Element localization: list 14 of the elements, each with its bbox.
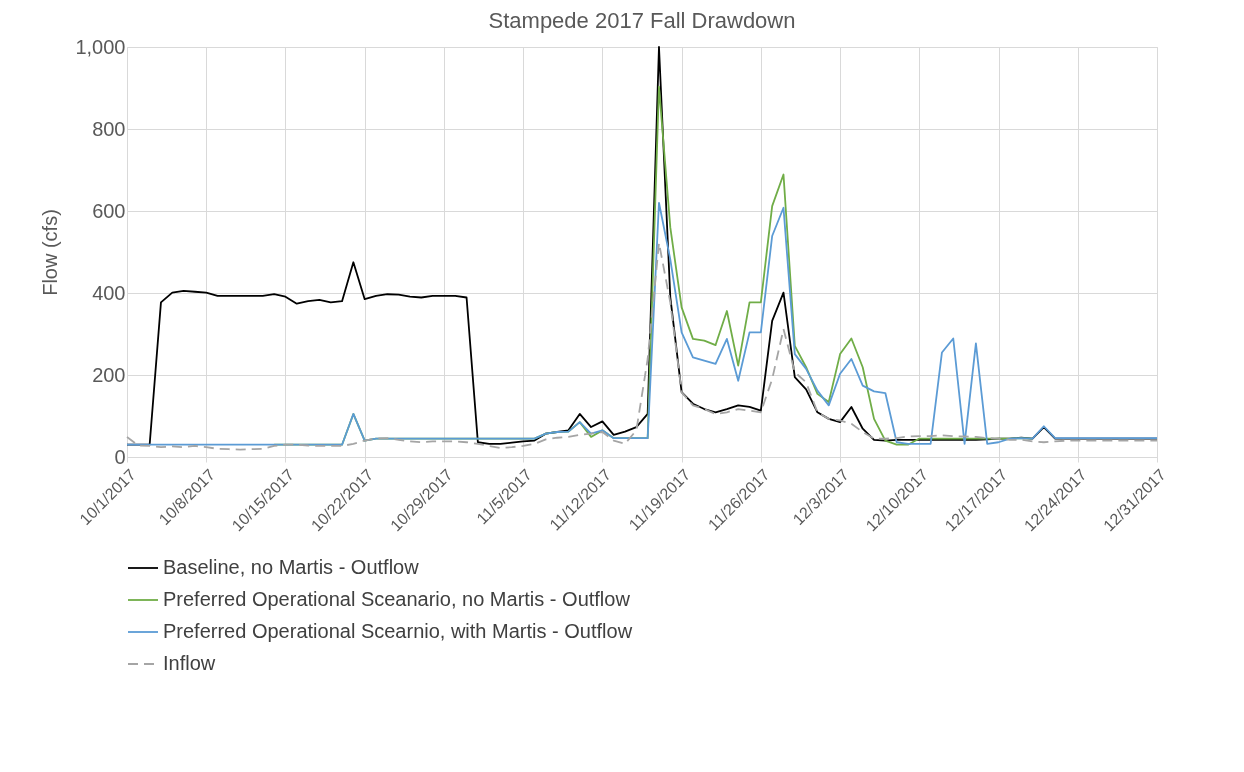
y-tick-label: 200 — [92, 363, 126, 386]
legend-label: Preferred Operational Sceanario, no Martis - Outflow — [163, 588, 631, 610]
y-tick-label: 400 — [92, 281, 126, 304]
y-tick-label: 800 — [92, 117, 126, 140]
legend-label: Baseline, no Martis - Outflow — [163, 556, 420, 578]
y-tick-label: 1,000 — [75, 35, 126, 58]
line-series — [126, 242, 1158, 451]
chart-title: Stampede 2017 Fall Drawdown — [488, 8, 796, 33]
y-axis-title: Flow (cfs) — [39, 209, 62, 296]
legend-label: Preferred Operational Scearnio, with Martis - Outflow — [163, 620, 633, 642]
y-tick-label: 600 — [92, 199, 126, 222]
y-tick-label: 0 — [114, 445, 126, 468]
line-series — [126, 201, 1158, 446]
legend-label: Inflow — [163, 652, 216, 674]
